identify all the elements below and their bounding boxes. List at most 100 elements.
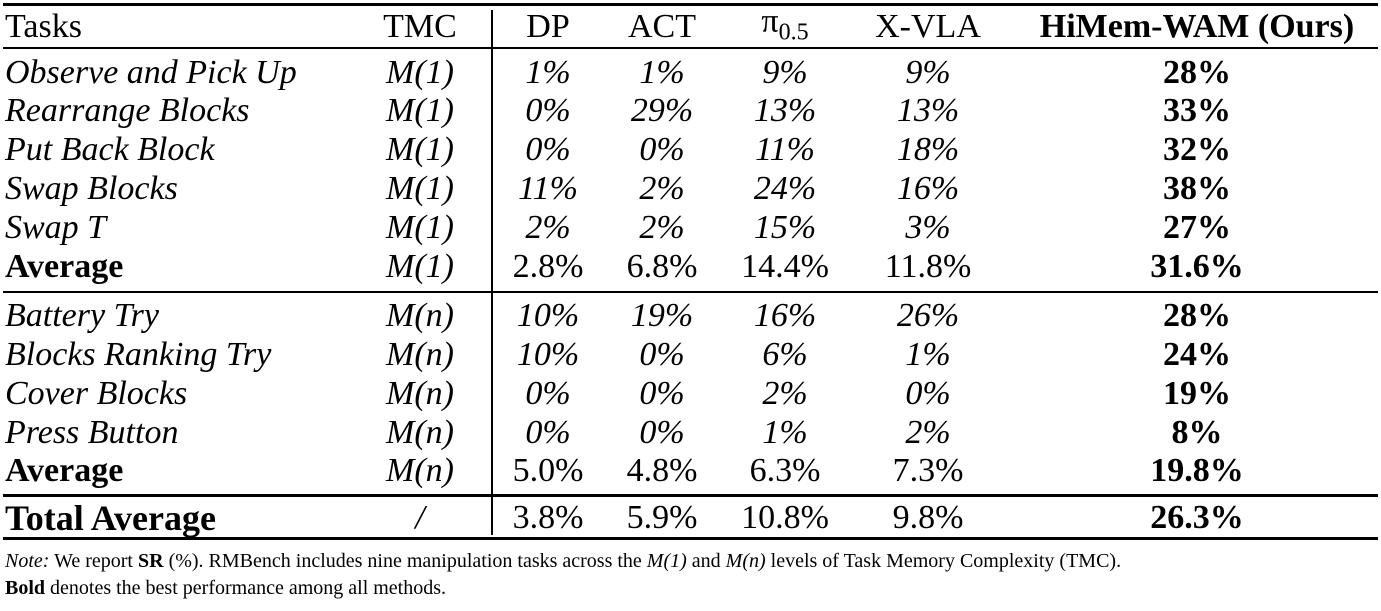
header-cell: HiMem-WAM (Ours) [1039,8,1355,45]
value-cell: 7.3% [892,452,964,489]
tmc-cell: M(1) [386,248,454,285]
note-math: M(n) [725,550,766,572]
value-cell: 3.8% [512,499,584,536]
value-cell: 1% [525,54,571,91]
value-cell: 24% [1163,336,1231,373]
tmc-cell: M(n) [386,452,454,489]
value-cell: 2% [639,170,685,207]
note-math: M(1) [646,550,687,572]
value-cell: 10% [516,297,580,334]
tmc-cell: M(n) [386,297,454,334]
value-cell: 28% [1163,297,1231,334]
task-name: Put Back Block [5,131,215,168]
value-cell: 10% [516,336,580,373]
value-cell: 0% [525,375,571,412]
value-cell: 0% [525,92,571,129]
value-cell: 16% [753,297,817,334]
task-name: Swap Blocks [5,170,178,207]
tmc-cell: / [415,499,425,536]
value-cell: 5.0% [512,452,584,489]
value-cell: 33% [1163,92,1231,129]
value-cell: 27% [1163,209,1231,246]
note-text: levels of Task Memory Complexity (TMC). [765,550,1122,572]
value-cell: 0% [639,131,685,168]
header-subscript: 0.5 [778,19,809,46]
value-cell: 0% [639,414,685,451]
task-name: Rearrange Blocks [5,92,250,129]
value-cell: 2% [525,209,571,246]
task-name: Average [5,248,124,285]
value-cell: 11.8% [884,248,972,285]
header-symbol: π [761,2,779,40]
value-cell: 1% [905,336,951,373]
value-cell: 0% [639,375,685,412]
value-cell: 26.3% [1150,499,1244,536]
rule [3,47,1378,49]
task-name: Average [5,452,124,489]
task-name: Press Button [5,414,179,451]
value-cell: 1% [762,414,808,451]
value-cell: 9% [762,54,808,91]
value-cell: 15% [753,209,817,246]
task-name: Cover Blocks [5,375,188,412]
value-cell: 6.3% [749,452,821,489]
value-cell: 0% [525,414,571,451]
value-cell: 19% [630,297,694,334]
header-cell: X-VLA [875,8,981,45]
value-cell: 5.9% [626,499,698,536]
value-cell: 0% [905,375,951,412]
note-text: SR [137,550,164,572]
rule [3,494,1378,497]
value-cell: 11% [755,131,815,168]
rule [3,3,1378,6]
value-cell: 4.8% [626,452,698,489]
rule [3,537,1378,540]
tmc-cell: M(n) [386,414,454,451]
value-cell: 16% [896,170,960,207]
note: Note: We report SR (%). RMBench includes… [5,548,1380,602]
value-cell: 10.8% [741,499,829,536]
value-cell: 3% [905,209,951,246]
task-name: Swap T [5,209,107,246]
value-cell: 38% [1163,170,1231,207]
note-text: We report [49,550,138,572]
value-cell: 19.8% [1150,452,1244,489]
value-cell: 19% [1163,375,1231,412]
value-cell: 1% [639,54,685,91]
note-text: and [686,550,726,572]
header-cell: TMC [383,8,457,45]
header-cell: DP [526,8,570,45]
value-cell: 13% [896,92,960,129]
value-cell: 14.4% [741,248,829,285]
value-cell: 31.6% [1150,248,1244,285]
note-text: (%). RMBench includes nine manipulation … [163,550,647,572]
value-cell: 8% [1171,414,1223,451]
task-name: Blocks Ranking Try [5,336,272,373]
value-cell: 28% [1163,54,1231,91]
tmc-cell: M(1) [386,54,454,91]
column-separator [491,10,493,535]
tmc-cell: M(n) [386,336,454,373]
value-cell: 32% [1163,131,1231,168]
value-cell: 0% [639,336,685,373]
value-cell: 6.8% [626,248,698,285]
value-cell: 0% [525,131,571,168]
value-cell: 2% [905,414,951,451]
value-cell: 2% [762,375,808,412]
value-cell: 24% [753,170,817,207]
value-cell: 6% [762,336,808,373]
value-cell: 9.8% [892,499,964,536]
note-text: denotes the best performance among all m… [45,577,447,599]
tmc-cell: M(1) [386,92,454,129]
task-name: Observe and Pick Up [5,54,297,91]
rule [3,291,1378,293]
task-name: Battery Try [5,297,159,334]
value-cell: 2% [639,209,685,246]
header-cell: Tasks [5,8,82,45]
note-label: Note: [5,550,50,572]
value-cell: 29% [630,92,694,129]
value-cell: 26% [896,297,960,334]
tmc-cell: M(1) [386,170,454,207]
tmc-cell: M(1) [386,131,454,168]
